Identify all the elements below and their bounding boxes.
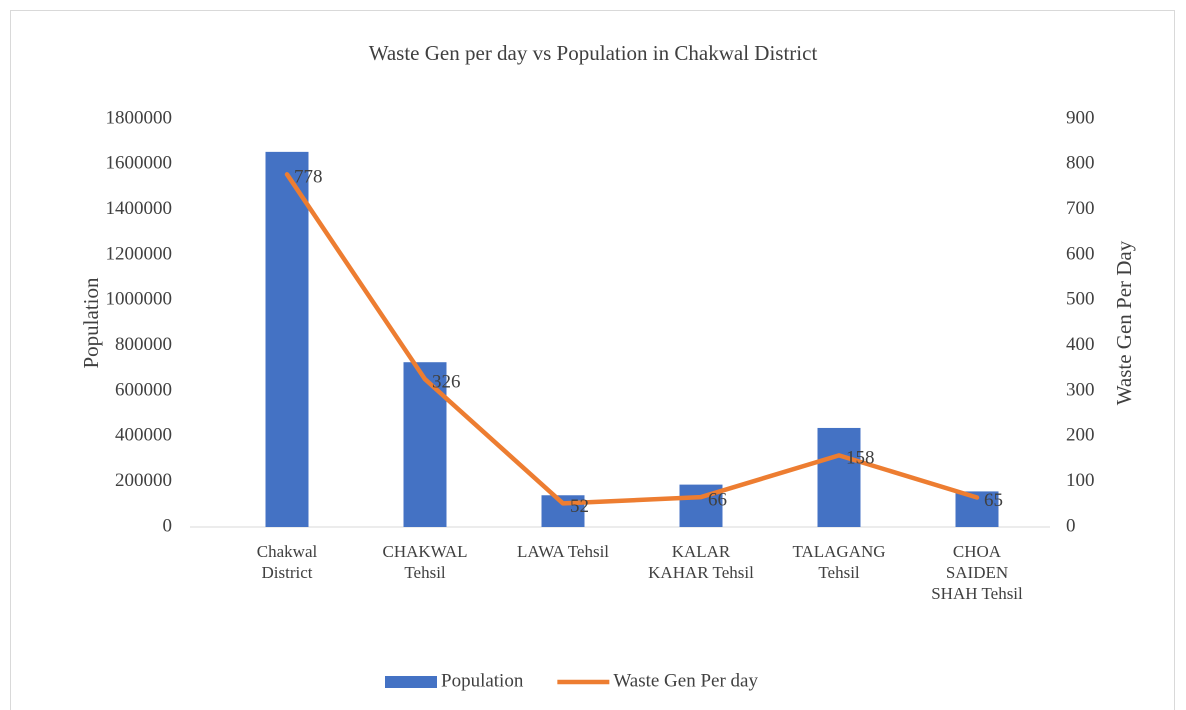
y2-axis-label: Waste Gen Per Day bbox=[1112, 240, 1136, 405]
y-tick-label: 1800000 bbox=[106, 107, 173, 128]
data-label: 52 bbox=[570, 496, 589, 517]
y2-tick-label: 200 bbox=[1066, 425, 1095, 446]
x-tick-label: KALAR KAHAR Tehsil bbox=[648, 542, 754, 582]
line bbox=[284, 172, 980, 506]
y-tick-label: 1400000 bbox=[106, 198, 173, 219]
x-tick-label: LAWA Tehsil bbox=[516, 542, 610, 561]
y2-tick-label: 700 bbox=[1066, 198, 1095, 219]
data-label: 65 bbox=[984, 490, 1003, 511]
x-tick-label: TALAGANG Tehsil bbox=[792, 542, 886, 582]
legend-label: Waste Gen Per day bbox=[613, 670, 758, 691]
x-tick-label: CHOA SAIDEN SHAH Tehsil bbox=[931, 542, 1023, 603]
y-tick-label: 1200000 bbox=[106, 243, 173, 264]
y-tick-label: 600000 bbox=[115, 379, 172, 400]
y2-tick-label: 100 bbox=[1066, 470, 1095, 491]
bar bbox=[817, 427, 861, 527]
data-label: 778 bbox=[294, 167, 323, 188]
y2-tick-label: 800 bbox=[1066, 153, 1095, 174]
y-tick-label: 1600000 bbox=[106, 153, 173, 174]
bar bbox=[265, 151, 309, 527]
legend-swatch bbox=[385, 676, 437, 688]
x-tick-label: Chakwal District bbox=[256, 542, 318, 582]
y2-tick-label: 400 bbox=[1066, 334, 1095, 355]
y-tick-label: 800000 bbox=[115, 334, 172, 355]
x-tick-label: CHAKWAL Tehsil bbox=[382, 542, 468, 582]
data-label: 326 bbox=[432, 372, 461, 393]
y-tick-label: 200000 bbox=[115, 470, 172, 491]
y-axis-label: Population bbox=[79, 277, 103, 369]
legend-label: Population bbox=[441, 670, 524, 691]
y2-tick-label: 0 bbox=[1066, 515, 1076, 536]
y-tick-label: 400000 bbox=[115, 425, 172, 446]
chart-title: Waste Gen per day vs Population in Chakw… bbox=[369, 41, 818, 65]
y-tick-label: 1000000 bbox=[106, 289, 173, 310]
chart-frame bbox=[10, 10, 1175, 710]
y2-tick-label: 500 bbox=[1066, 289, 1095, 310]
y2-tick-label: 900 bbox=[1066, 107, 1095, 128]
data-label: 66 bbox=[708, 489, 727, 510]
y2-tick-label: 600 bbox=[1066, 243, 1095, 264]
y2-tick-label: 300 bbox=[1066, 379, 1095, 400]
y-tick-label: 0 bbox=[163, 515, 173, 536]
data-label: 158 bbox=[846, 448, 875, 469]
